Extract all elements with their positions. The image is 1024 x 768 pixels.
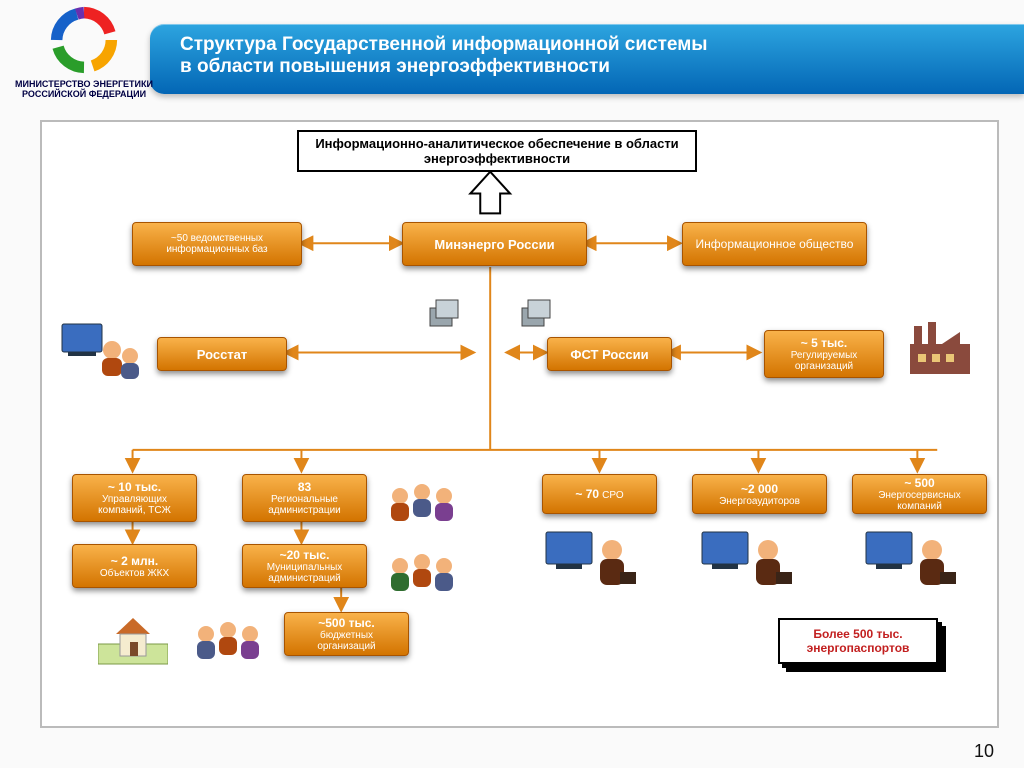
box-sro-t2: СРО	[602, 490, 623, 501]
box-auditors-t1: ~2 000	[741, 482, 778, 496]
people-group-icon	[384, 550, 474, 600]
box-managing-t1: ~ 10 тыс.	[108, 480, 161, 494]
box-regional-t2: Региональные администрации	[249, 494, 360, 516]
title-band: Структура Государственной информационной…	[150, 24, 1024, 94]
people-computer-icon	[58, 322, 148, 384]
up-arrow-icon	[470, 172, 510, 214]
box-auditors: ~2 000 Энергоаудиторов	[692, 474, 827, 514]
org-name-2: РОССИЙСКОЙ ФЕДЕРАЦИИ	[4, 90, 164, 100]
person-computer-icon	[862, 528, 962, 598]
box-regional-t1: 83	[298, 480, 311, 494]
box-budget-t1: ~500 тыс.	[318, 616, 375, 630]
diagram-canvas: Информационно-аналитическое обеспечение …	[40, 120, 999, 728]
title-line-1: Структура Государственной информационной…	[180, 34, 994, 56]
box-sro-t1: ~ 70	[575, 487, 599, 501]
box-infosociety-label: Информационное общество	[696, 237, 854, 251]
box-zhkh-t2: Объектов ЖКХ	[100, 568, 169, 579]
box-esco: ~ 500 Энергосервисных компаний	[852, 474, 987, 514]
box-fst: ФСТ России	[547, 337, 672, 371]
box-auditors-t2: Энергоаудиторов	[719, 496, 800, 507]
box-zhkh: ~ 2 млн. Объектов ЖКХ	[72, 544, 197, 588]
box-rosstat: Росстат	[157, 337, 287, 371]
people-group-icon	[384, 480, 474, 530]
box-minenergo: Минэнерго России	[402, 222, 587, 266]
box-esco-t1: ~ 500	[904, 476, 934, 490]
box-fst-label: ФСТ России	[570, 347, 648, 362]
box-managing-t2: Управляющих компаний, ТСЖ	[79, 494, 190, 516]
ministry-logo: МИНИСТЕРСТВО ЭНЕРГЕТИКИ РОССИЙСКОЙ ФЕДЕР…	[4, 4, 164, 100]
top-summary-box: Информационно-аналитическое обеспечение …	[297, 130, 697, 172]
title-line-2: в области повышения энергоэффективности	[180, 56, 994, 78]
box-regulated-t2: Регулируемых организаций	[771, 350, 877, 372]
box-budget-t2: бюджетных организаций	[291, 630, 402, 652]
server-icon	[422, 292, 464, 334]
logo-icon	[48, 4, 120, 76]
factory-icon	[904, 320, 984, 380]
box-databases-label: ~50 ведомственных информационных баз	[139, 233, 295, 255]
box-minenergo-label: Минэнерго России	[434, 237, 554, 252]
person-computer-icon	[698, 528, 798, 598]
box-managing: ~ 10 тыс. Управляющих компаний, ТСЖ	[72, 474, 197, 522]
box-sro: ~ 70 СРО	[542, 474, 657, 514]
person-computer-icon	[542, 528, 642, 598]
top-summary-text: Информационно-аналитическое обеспечение …	[305, 136, 689, 166]
box-esco-t2: Энергосервисных компаний	[859, 490, 980, 512]
box-zhkh-t1: ~ 2 млн.	[111, 554, 158, 568]
server-icon	[514, 292, 556, 334]
box-regulated-t1: ~ 5 тыс.	[801, 336, 847, 350]
people-group-icon	[190, 618, 280, 668]
house-icon	[98, 608, 168, 668]
box-rosstat-label: Росстат	[197, 347, 248, 362]
box-municipal-t2: Муниципальных администраций	[249, 562, 360, 584]
passports-card-text: Более 500 тыс. энергопаспортов	[790, 627, 926, 655]
box-municipal-t1: ~20 тыс.	[280, 548, 330, 562]
box-municipal: ~20 тыс. Муниципальных администраций	[242, 544, 367, 588]
box-regional: 83 Региональные администрации	[242, 474, 367, 522]
passports-card: Более 500 тыс. энергопаспортов	[778, 618, 938, 664]
page-number: 10	[974, 741, 994, 762]
box-infosociety: Информационное общество	[682, 222, 867, 266]
box-databases: ~50 ведомственных информационных баз	[132, 222, 302, 266]
box-budget: ~500 тыс. бюджетных организаций	[284, 612, 409, 656]
box-regulated: ~ 5 тыс. Регулируемых организаций	[764, 330, 884, 378]
